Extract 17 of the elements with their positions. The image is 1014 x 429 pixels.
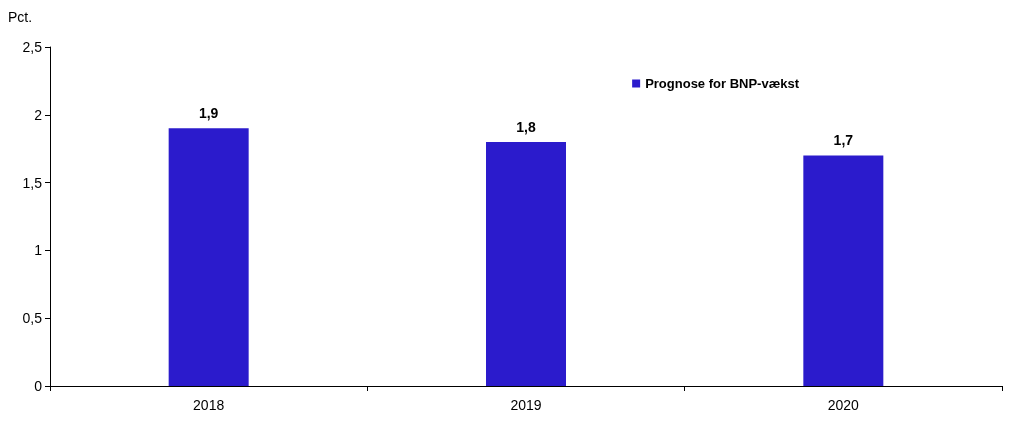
x-tick-label: 2020 [827,397,860,413]
y-tick-label: 1 [34,242,43,259]
x-tick-label: 2019 [510,397,542,413]
bar [168,128,249,386]
data-label: 1,7 [833,132,854,149]
y-tick-label: 0 [34,378,43,394]
data-label: 1,9 [198,105,219,122]
x-tick-label: 2018 [193,397,225,413]
data-label: 1,8 [516,118,536,135]
y-tick-label: 2 [34,106,43,123]
y-tick-label: 0,5 [22,310,43,327]
bar [486,141,566,386]
y-tick-label: 2,5 [22,39,43,55]
legend-label: Prognose for BNP-vækst [645,76,800,91]
y-axis-title: Pct. [8,9,33,25]
y-tick-label: 1,5 [22,174,43,191]
bar [803,155,884,386]
